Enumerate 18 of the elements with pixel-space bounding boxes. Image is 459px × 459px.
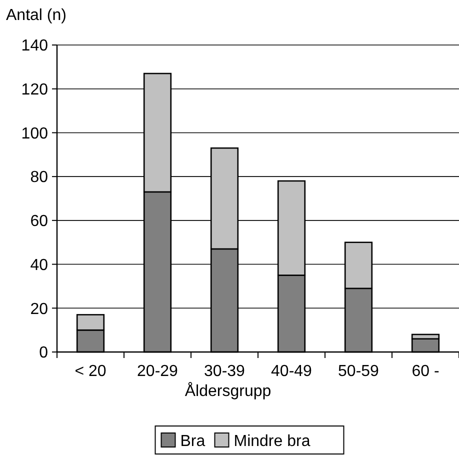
x-tick-label: 20-29 [137,363,178,380]
x-tick-label: 50-59 [338,363,380,380]
x-tick-label: 30-39 [204,363,246,380]
y-tick-label: 100 [21,125,48,142]
x-tick-label: 60 - [412,363,440,380]
y-tick-label: 0 [39,344,48,362]
y-tick-label: 140 [21,38,48,55]
x-tick-label: 40-49 [271,363,312,380]
y-tick-label: 20 [30,300,48,318]
legend-label: Bra [180,433,206,450]
x-axis-title: Åldersgrupp [184,382,272,400]
x-tick-label: < 20 [74,363,106,380]
y-tick-label: 40 [30,256,48,274]
y-tick-label: 80 [30,169,48,186]
y-axis-title: Antal (n) [6,7,66,24]
legend-label: Mindre bra [234,433,310,450]
y-tick-label: 60 [30,213,48,230]
y-tick-label: 120 [21,81,48,98]
